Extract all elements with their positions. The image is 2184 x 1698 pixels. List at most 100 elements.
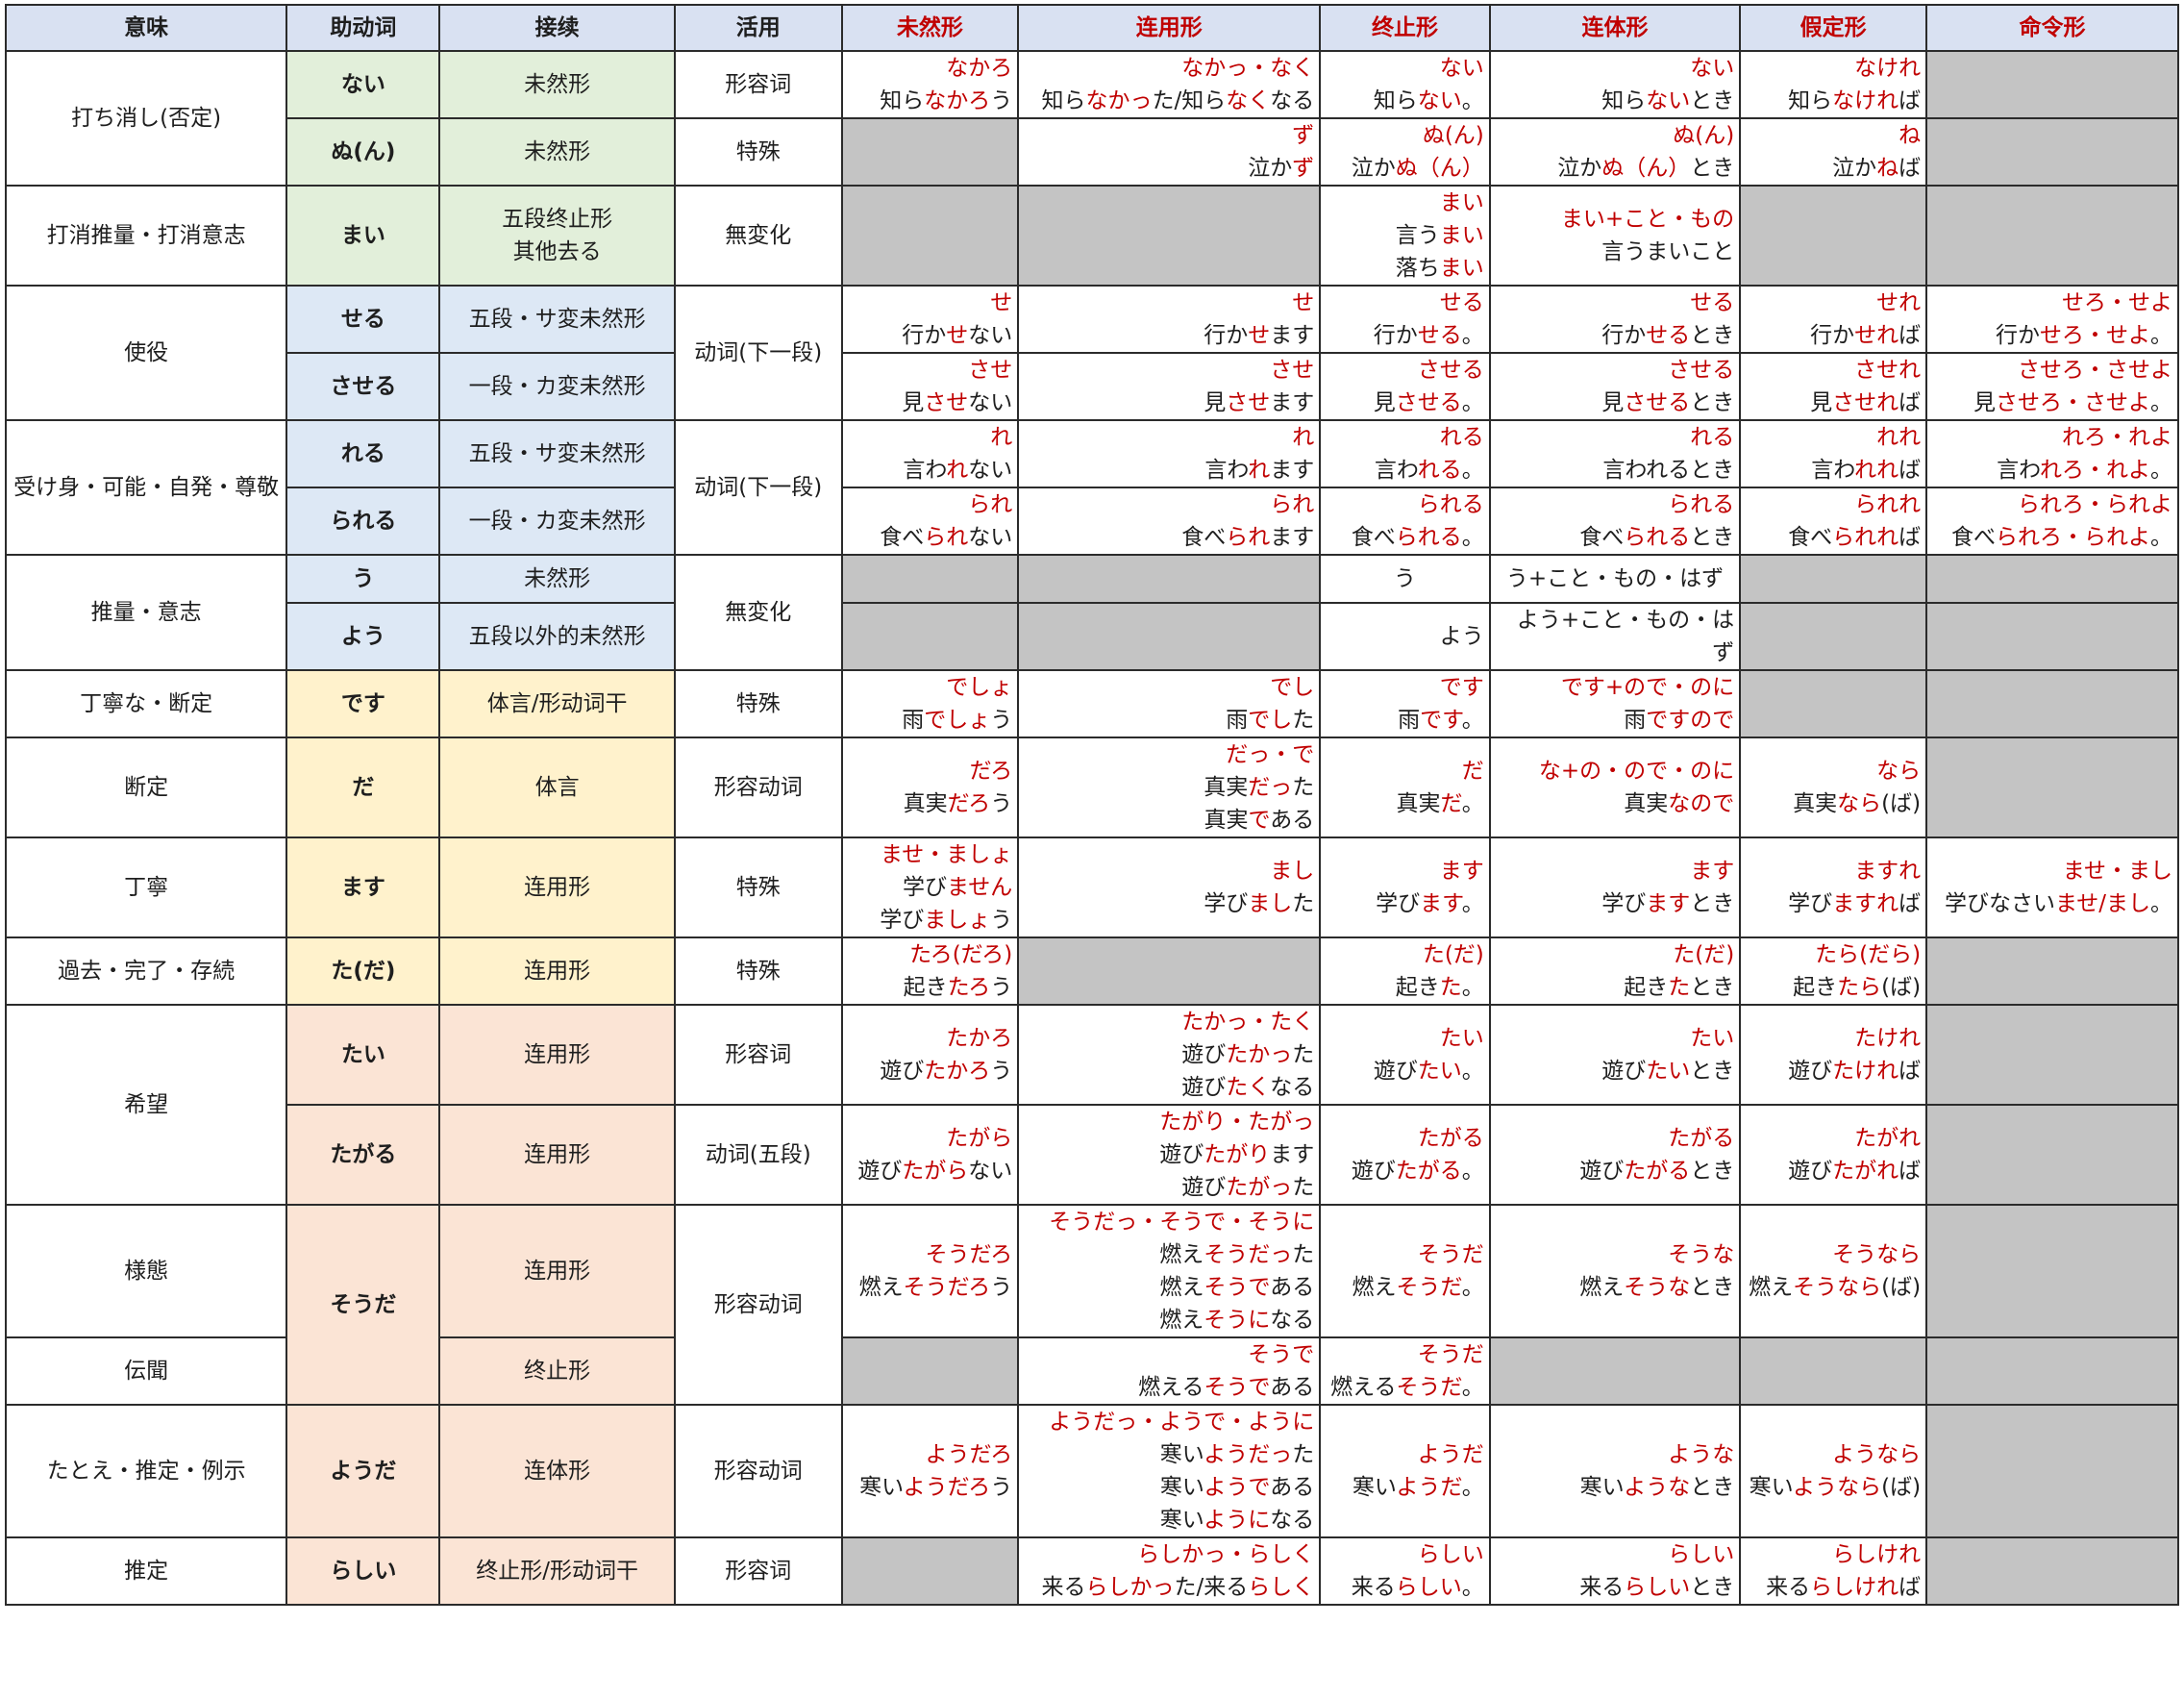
mizenkei-cell[interactable]: なかろ 知らなかろう xyxy=(840,50,1020,119)
meireikei-cell[interactable]: れろ・れよ 言われろ・れよ。 xyxy=(1925,419,2179,488)
connection-cell[interactable]: 五段终止形 其他去る xyxy=(438,185,676,287)
meaning-cell[interactable]: 丁寧 xyxy=(4,837,288,938)
aux-verb-cell[interactable]: た(だ) xyxy=(285,936,441,1006)
kateikei-cell[interactable]: ようなら 寒いようなら(ば) xyxy=(1739,1404,1928,1538)
header-rentaikei[interactable]: 连体形 xyxy=(1488,4,1742,52)
renyoukei-cell[interactable] xyxy=(1017,936,1322,1006)
mizenkei-cell[interactable]: たがら 遊びたがらない xyxy=(840,1104,1020,1206)
aux-verb-cell[interactable]: させる xyxy=(285,352,441,421)
renyoukei-cell[interactable]: だっ・で 真実だった 真実である xyxy=(1017,737,1322,838)
renyoukei-cell[interactable] xyxy=(1017,602,1322,671)
aux-verb-cell[interactable]: ます xyxy=(285,837,441,938)
connection-cell[interactable]: 未然形 xyxy=(438,117,676,187)
connection-cell[interactable]: 连用形 xyxy=(438,1004,676,1106)
rentaikei-cell[interactable]: う+こと・もの・はず xyxy=(1488,554,1742,604)
aux-verb-cell[interactable]: らしい xyxy=(285,1536,441,1606)
mizenkei-cell[interactable]: られ 食べられない xyxy=(840,487,1020,556)
conjugation-type-cell[interactable]: 形容词 xyxy=(673,1536,843,1606)
mizenkei-cell[interactable] xyxy=(840,554,1020,604)
connection-cell[interactable]: 五段・サ変未然形 xyxy=(438,285,676,354)
conjugation-type-cell[interactable]: 形容动词 xyxy=(673,1404,843,1538)
header-renyoukei[interactable]: 连用形 xyxy=(1017,4,1322,52)
shuushikei-cell[interactable]: らしい 来るらしい。 xyxy=(1319,1536,1491,1606)
rentaikei-cell[interactable]: られる 食べられるとき xyxy=(1488,487,1742,556)
kateikei-cell[interactable]: なら 真実なら(ば) xyxy=(1739,737,1928,838)
meireikei-cell[interactable] xyxy=(1925,1204,2179,1338)
rentaikei-cell[interactable]: ような 寒いようなとき xyxy=(1488,1404,1742,1538)
meireikei-cell[interactable] xyxy=(1925,669,2179,738)
rentaikei-cell[interactable]: らしい 来るらしいとき xyxy=(1488,1536,1742,1606)
header-mizenkei[interactable]: 未然形 xyxy=(840,4,1020,52)
header-kateikei[interactable]: 假定形 xyxy=(1739,4,1928,52)
connection-cell[interactable]: 连用形 xyxy=(438,1204,676,1338)
meireikei-cell[interactable] xyxy=(1925,936,2179,1006)
connection-cell[interactable]: 一段・カ変未然形 xyxy=(438,352,676,421)
meireikei-cell[interactable] xyxy=(1925,185,2179,287)
aux-verb-cell[interactable]: そうだ xyxy=(285,1204,441,1406)
rentaikei-cell[interactable]: たがる 遊びたがるとき xyxy=(1488,1104,1742,1206)
conjugation-type-cell[interactable]: 無変化 xyxy=(673,554,843,671)
conjugation-type-cell[interactable]: 特殊 xyxy=(673,117,843,187)
shuushikei-cell[interactable]: ようだ 寒いようだ。 xyxy=(1319,1404,1491,1538)
mizenkei-cell[interactable] xyxy=(840,1536,1020,1606)
aux-verb-cell[interactable]: れる xyxy=(285,419,441,488)
rentaikei-cell[interactable]: させる 見させるとき xyxy=(1488,352,1742,421)
meireikei-cell[interactable] xyxy=(1925,50,2179,119)
mizenkei-cell[interactable]: させ 見させない xyxy=(840,352,1020,421)
renyoukei-cell[interactable]: らしかっ・らしく 来るらしかった/来るらしく xyxy=(1017,1536,1322,1606)
kateikei-cell[interactable]: れれ 言われれば xyxy=(1739,419,1928,488)
rentaikei-cell[interactable]: ない 知らないとき xyxy=(1488,50,1742,119)
renyoukei-cell[interactable]: れ言われます xyxy=(1017,419,1322,488)
aux-verb-cell[interactable]: ようだ xyxy=(285,1404,441,1538)
aux-verb-cell[interactable]: だ xyxy=(285,737,441,838)
meaning-cell[interactable]: 推定 xyxy=(4,1536,288,1606)
aux-verb-cell[interactable]: ない xyxy=(285,50,441,119)
meaning-cell[interactable]: 打ち消し(否定) xyxy=(4,50,288,187)
rentaikei-cell[interactable] xyxy=(1488,1336,1742,1406)
renyoukei-cell[interactable] xyxy=(1017,554,1322,604)
renyoukei-cell[interactable]: せ行かせます xyxy=(1017,285,1322,354)
mizenkei-cell[interactable]: でしょ 雨でしょう xyxy=(840,669,1020,738)
aux-verb-cell[interactable]: せる xyxy=(285,285,441,354)
shuushikei-cell[interactable]: られる 食べられる。 xyxy=(1319,487,1491,556)
conjugation-type-cell[interactable]: 形容动词 xyxy=(673,1204,843,1406)
meireikei-cell[interactable]: させろ・させよ 見させろ・させよ。 xyxy=(1925,352,2179,421)
connection-cell[interactable]: 五段・サ変未然形 xyxy=(438,419,676,488)
kateikei-cell[interactable] xyxy=(1739,1336,1928,1406)
rentaikei-cell[interactable]: たい 遊びたいとき xyxy=(1488,1004,1742,1106)
mizenkei-cell[interactable]: れ言われない xyxy=(840,419,1020,488)
kateikei-cell[interactable]: られれ 食べられれば xyxy=(1739,487,1928,556)
conjugation-type-cell[interactable]: 动词(五段) xyxy=(673,1104,843,1206)
connection-cell[interactable]: 未然形 xyxy=(438,50,676,119)
meaning-cell[interactable]: 希望 xyxy=(4,1004,288,1206)
kateikei-cell[interactable]: ますれ 学びますれば xyxy=(1739,837,1928,938)
kateikei-cell[interactable]: ね泣かねば xyxy=(1739,117,1928,187)
meaning-cell[interactable]: たとえ・推定・例示 xyxy=(4,1404,288,1538)
meireikei-cell[interactable]: られろ・られよ 食べられろ・られよ。 xyxy=(1925,487,2179,556)
meireikei-cell[interactable] xyxy=(1925,554,2179,604)
header-aux-verb[interactable]: 助动词 xyxy=(285,4,441,52)
shuushikei-cell[interactable]: そうだ 燃えるそうだ。 xyxy=(1319,1336,1491,1406)
meireikei-cell[interactable] xyxy=(1925,737,2179,838)
shuushikei-cell[interactable]: だ真実だ。 xyxy=(1319,737,1491,838)
kateikei-cell[interactable]: させれ 見させれば xyxy=(1739,352,1928,421)
shuushikei-cell[interactable]: よう xyxy=(1319,602,1491,671)
aux-verb-cell[interactable]: たい xyxy=(285,1004,441,1106)
mizenkei-cell[interactable] xyxy=(840,185,1020,287)
mizenkei-cell[interactable]: そうだろ 燃えそうだろう xyxy=(840,1204,1020,1338)
mizenkei-cell[interactable]: ませ・ましょ 学びません 学びましょう xyxy=(840,837,1020,938)
rentaikei-cell[interactable]: そうな 燃えそうなとき xyxy=(1488,1204,1742,1338)
renyoukei-cell[interactable] xyxy=(1017,185,1322,287)
kateikei-cell[interactable] xyxy=(1739,554,1928,604)
mizenkei-cell[interactable] xyxy=(840,1336,1020,1406)
shuushikei-cell[interactable]: う xyxy=(1319,554,1491,604)
renyoukei-cell[interactable]: でし 雨でした xyxy=(1017,669,1322,738)
meaning-cell[interactable]: 打消推量・打消意志 xyxy=(4,185,288,287)
meireikei-cell[interactable] xyxy=(1925,1404,2179,1538)
shuushikei-cell[interactable]: そうだ 燃えそうだ。 xyxy=(1319,1204,1491,1338)
aux-verb-cell[interactable]: よう xyxy=(285,602,441,671)
meaning-cell[interactable]: 推量・意志 xyxy=(4,554,288,671)
meaning-cell[interactable]: 伝聞 xyxy=(4,1336,288,1406)
kateikei-cell[interactable]: なけれ 知らなければ xyxy=(1739,50,1928,119)
header-meaning[interactable]: 意味 xyxy=(4,4,288,52)
